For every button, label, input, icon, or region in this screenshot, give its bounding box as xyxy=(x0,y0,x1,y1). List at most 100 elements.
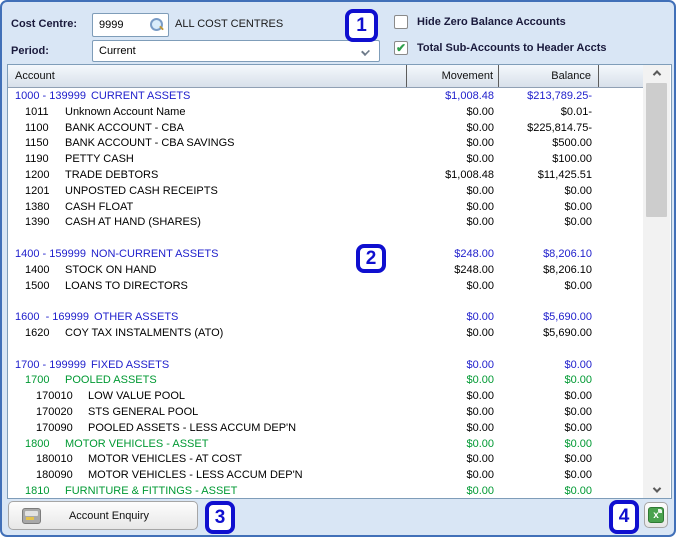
search-icon[interactable] xyxy=(150,18,164,32)
account-row[interactable]: 1620 COY TAX INSTALMENTS (ATO) $0.00 $5,… xyxy=(8,326,644,342)
account-cell: 1100 BANK ACCOUNT - CBA xyxy=(8,121,407,137)
account-cell: 1150 BANK ACCOUNT - CBA SAVINGS xyxy=(8,136,407,152)
account-number: 1200 xyxy=(25,168,50,181)
account-row[interactable]: 1400 - 159999 NON-CURRENT ASSETS $248.00… xyxy=(8,247,644,263)
cost-centre-input[interactable]: 9999 xyxy=(92,13,169,37)
account-row[interactable]: 170090 POOLED ASSETS - LESS ACCUM DEP'N … xyxy=(8,421,644,437)
account-cell: 170010 LOW VALUE POOL xyxy=(8,389,407,405)
movement-cell: $1,008.48 xyxy=(445,168,494,181)
account-row[interactable] xyxy=(8,342,644,358)
balance-cell: $0.00 xyxy=(564,358,592,371)
movement-cell: $0.00 xyxy=(466,484,494,497)
account-name: UNPOSTED CASH RECEIPTS xyxy=(65,184,218,197)
account-row[interactable]: 1700 POOLED ASSETS $0.00 $0.00 xyxy=(8,373,644,389)
account-name: CASH AT HAND (SHARES) xyxy=(65,216,201,229)
balance-cell: $0.00 xyxy=(564,453,592,466)
hide-zero-balance-label: Hide Zero Balance Accounts xyxy=(417,16,566,28)
account-cell xyxy=(8,294,407,310)
account-row[interactable]: 1400 STOCK ON HAND $248.00 $8,206.10 xyxy=(8,263,644,279)
account-name: BANK ACCOUNT - CBA xyxy=(65,121,184,134)
account-number: 1600 - 169999 xyxy=(15,311,90,324)
account-row[interactable]: 1000 - 139999 CURRENT ASSETS $1,008.48 $… xyxy=(8,89,644,105)
column-header-account[interactable]: Account xyxy=(8,65,407,87)
account-number: 1390 xyxy=(25,216,50,229)
account-row[interactable]: 1201 UNPOSTED CASH RECEIPTS $0.00 $0.00 xyxy=(8,184,644,200)
balance-cell: $0.00 xyxy=(564,437,592,450)
account-name: CURRENT ASSETS xyxy=(90,90,191,102)
account-name: STOCK ON HAND xyxy=(65,263,157,276)
movement-cell: $248.00 xyxy=(454,247,494,260)
callout-2: 2 xyxy=(356,244,386,273)
balance-cell: $0.00 xyxy=(564,390,592,403)
cost-centre-description: ALL COST CENTRES xyxy=(175,18,284,30)
movement-cell: $1,008.48 xyxy=(445,90,494,102)
account-row[interactable] xyxy=(8,231,644,247)
balance-cell xyxy=(499,294,599,310)
account-row[interactable]: 1150 BANK ACCOUNT - CBA SAVINGS $0.00 $5… xyxy=(8,136,644,152)
hide-zero-balance-row: ✔ Hide Zero Balance Accounts xyxy=(394,15,566,29)
account-row[interactable] xyxy=(8,294,644,310)
movement-cell: $0.00 xyxy=(466,453,494,466)
account-row[interactable]: 180090 MOTOR VEHICLES - LESS ACCUM DEP'N… xyxy=(8,468,644,484)
account-number: 1500 xyxy=(25,279,50,292)
scroll-up-button[interactable] xyxy=(643,65,670,81)
account-number: 170090 xyxy=(36,421,73,434)
account-row[interactable]: 180010 MOTOR VEHICLES - AT COST $0.00 $0… xyxy=(8,452,644,468)
account-name: TRADE DEBTORS xyxy=(65,168,159,181)
account-number: 1100 xyxy=(25,121,49,134)
balance-cell: $0.01- xyxy=(560,105,592,118)
account-number: 1700 - 199999 xyxy=(15,358,86,371)
account-row[interactable]: 1011 Unknown Account Name $0.00 $0.01- xyxy=(8,105,644,121)
account-row[interactable]: 1390 CASH AT HAND (SHARES) $0.00 $0.00 xyxy=(8,215,644,231)
column-header-movement[interactable]: Movement xyxy=(407,65,499,87)
account-row[interactable]: 1800 MOTOR VEHICLES - ASSET $0.00 $0.00 xyxy=(8,437,644,453)
chevron-down-icon xyxy=(361,47,370,56)
account-row[interactable]: 1380 CASH FLOAT $0.00 $0.00 xyxy=(8,200,644,216)
chevron-down-icon xyxy=(652,484,661,493)
account-row[interactable]: 1600 - 169999 OTHER ASSETS $0.00 $5,690.… xyxy=(8,310,644,326)
movement-cell: $0.00 xyxy=(466,374,494,387)
account-row[interactable]: 1190 PETTY CASH $0.00 $100.00 xyxy=(8,152,644,168)
hide-zero-balance-checkbox[interactable]: ✔ xyxy=(394,15,408,29)
cost-centre-value: 9999 xyxy=(99,19,124,31)
period-value: Current xyxy=(99,45,136,57)
account-row[interactable]: 1810 FURNITURE & FITTINGS - ASSET $0.00 … xyxy=(8,484,644,498)
account-number: 1150 xyxy=(25,137,49,150)
account-row[interactable]: 1100 BANK ACCOUNT - CBA $0.00 $225,814.7… xyxy=(8,121,644,137)
balance-cell: $0.00 xyxy=(564,484,592,497)
account-number: 1400 - 159999 xyxy=(15,247,86,260)
account-row[interactable]: 170010 LOW VALUE POOL $0.00 $0.00 xyxy=(8,389,644,405)
account-row[interactable]: 170020 STS GENERAL POOL $0.00 $0.00 xyxy=(8,405,644,421)
account-enquiry-button[interactable]: Account Enquiry xyxy=(8,501,198,530)
callout-1: 1 xyxy=(345,9,378,42)
account-name: OTHER ASSETS xyxy=(94,311,179,324)
account-cell: 1190 PETTY CASH xyxy=(8,152,407,168)
period-select[interactable]: Current xyxy=(92,40,380,62)
total-sub-accounts-checkbox[interactable]: ✔ xyxy=(394,41,408,55)
balance-cell: $0.00 xyxy=(564,469,592,482)
balance-cell: $0.00 xyxy=(564,200,592,213)
account-cell: 1700 POOLED ASSETS xyxy=(8,373,407,389)
balance-cell: $0.00 xyxy=(564,216,592,229)
movement-cell: $0.00 xyxy=(466,390,494,403)
period-label: Period: xyxy=(11,45,49,57)
account-row[interactable]: 1200 TRADE DEBTORS $1,008.48 $11,425.51 xyxy=(8,168,644,184)
movement-cell: $0.00 xyxy=(466,184,494,197)
vertical-scrollbar[interactable] xyxy=(643,65,670,498)
movement-cell: $0.00 xyxy=(466,326,494,339)
scroll-down-button[interactable] xyxy=(643,482,670,498)
account-number: 1700 xyxy=(25,374,50,387)
account-cell: 1500 LOANS TO DIRECTORS xyxy=(8,279,407,295)
account-name: PETTY CASH xyxy=(65,153,134,166)
table-header: Account Movement Balance xyxy=(8,65,644,88)
movement-cell: $0.00 xyxy=(466,153,494,166)
scrollbar-thumb[interactable] xyxy=(646,83,667,217)
balance-cell: $100.00 xyxy=(552,153,592,166)
movement-cell: $248.00 xyxy=(454,263,494,276)
account-name: MOTOR VEHICLES - ASSET xyxy=(65,437,209,450)
export-excel-button[interactable]: x xyxy=(644,502,668,528)
account-row[interactable]: 1500 LOANS TO DIRECTORS $0.00 $0.00 xyxy=(8,279,644,295)
account-name: MOTOR VEHICLES - AT COST xyxy=(88,453,243,466)
column-header-balance[interactable]: Balance xyxy=(499,65,599,87)
account-row[interactable]: 1700 - 199999 FIXED ASSETS $0.00 $0.00 xyxy=(8,358,644,374)
